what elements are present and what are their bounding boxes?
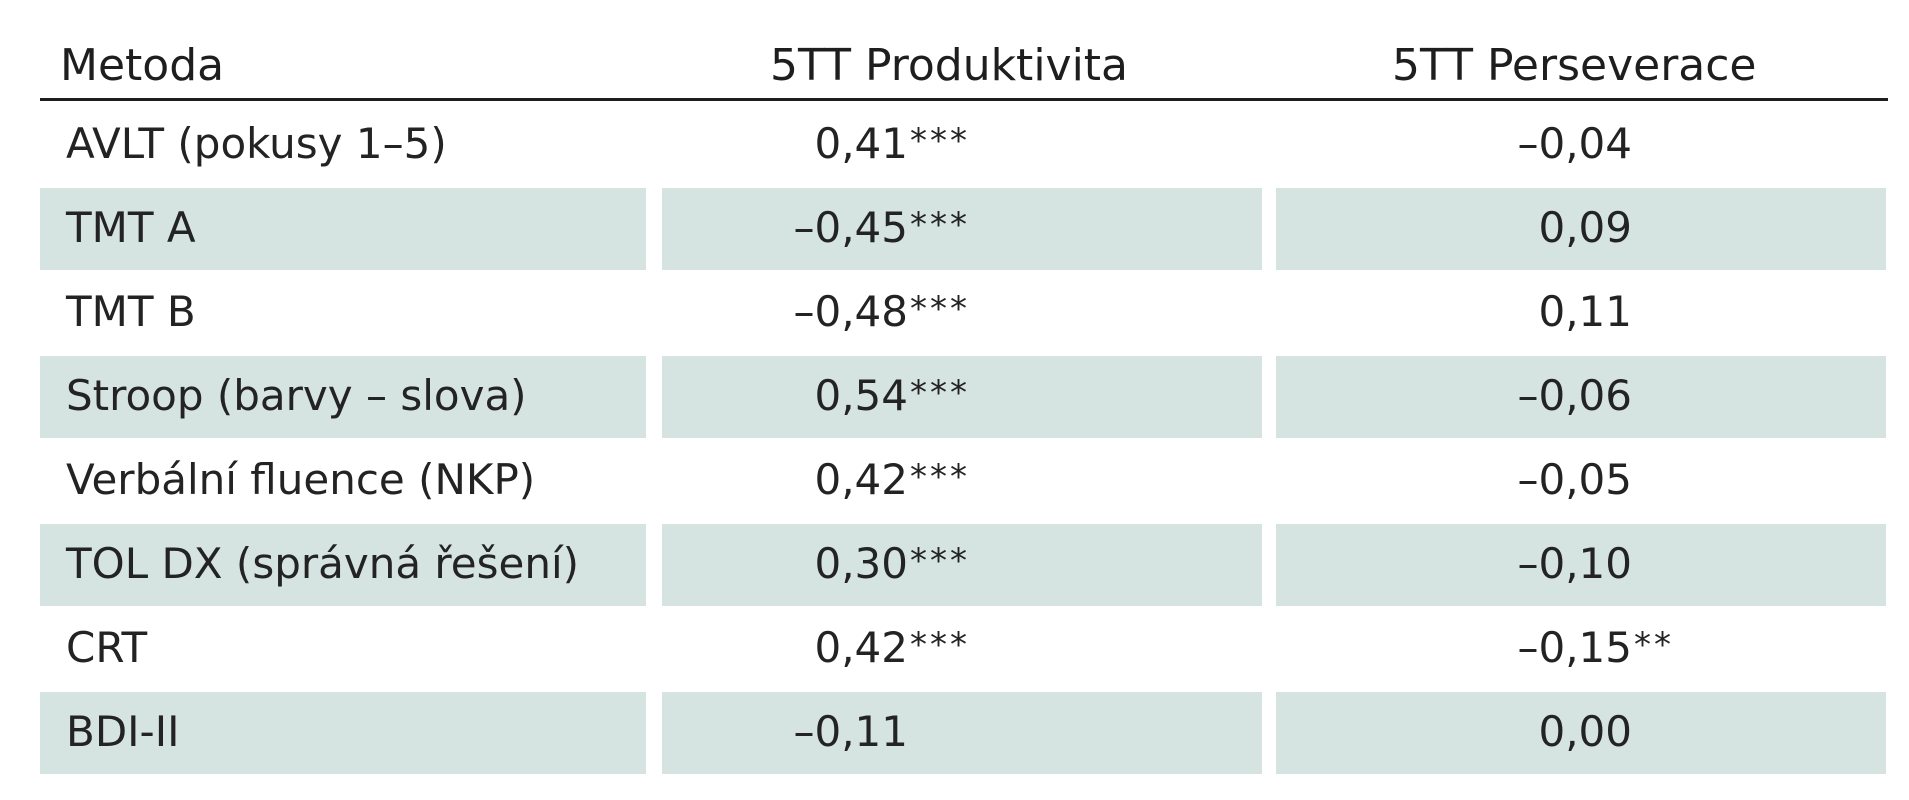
productivity-cell: 0,42*** [662,440,1262,522]
method-label: TMT B [66,287,196,336]
productivity-cell: –0,11 [662,692,1262,774]
productivity-cell: –0,45*** [662,188,1262,270]
header-method: Metoda [60,40,225,91]
productivity-value: 0,42 [814,623,908,672]
significance-stars: *** [910,541,970,581]
productivity-cell: –0,48*** [662,272,1262,354]
perseveration-value: –0,05 [1517,455,1632,504]
header-productivity: 5TT Produktivita [770,40,1129,91]
method-cell: TMT A [40,188,646,270]
perseveration-cell: –0,15** [1276,608,1886,690]
header-perseveration: 5TT Perseverace [1392,40,1757,91]
method-cell: CRT [40,608,646,690]
productivity-value: –0,48 [793,287,908,336]
perseveration-value: 0,00 [1538,707,1632,756]
table-header: Metoda 5TT Produktivita 5TT Perseverace [0,0,1909,101]
method-cell: TOL DX (správná řešení) [40,524,646,606]
table-row: TMT B –0,48*** 0,11 [0,272,1909,354]
significance-stars: *** [910,625,970,665]
perseveration-cell: 0,09 [1276,188,1886,270]
method-cell: Stroop (barvy – slova) [40,356,646,438]
perseveration-cell: –0,04 [1276,104,1886,186]
table-row: Verbální fluence (NKP) 0,42*** –0,05 [0,440,1909,522]
productivity-cell: 0,41*** [662,104,1262,186]
perseveration-value: –0,10 [1517,539,1632,588]
method-cell: BDI-II [40,692,646,774]
significance-stars: *** [910,457,970,497]
method-cell: TMT B [40,272,646,354]
productivity-value: –0,11 [793,707,908,756]
method-cell: AVLT (pokusy 1–5) [40,104,646,186]
significance-stars: *** [910,289,970,329]
method-label: CRT [66,623,148,672]
method-cell: Verbální fluence (NKP) [40,440,646,522]
productivity-value: 0,41 [814,119,908,168]
productivity-value: 0,30 [814,539,908,588]
perseveration-value: 0,11 [1538,287,1632,336]
significance-stars: *** [910,121,970,161]
method-label: TOL DX (správná řešení) [66,539,580,588]
perseveration-cell: –0,10 [1276,524,1886,606]
method-label: Stroop (barvy – slova) [66,371,527,420]
table-row: TOL DX (správná řešení) 0,30*** –0,10 [0,524,1909,606]
perseveration-value: –0,04 [1517,119,1632,168]
method-label: TMT A [66,203,196,252]
perseveration-cell: –0,06 [1276,356,1886,438]
significance-stars: *** [910,373,970,413]
productivity-value: 0,54 [814,371,908,420]
productivity-cell: 0,30*** [662,524,1262,606]
perseveration-value: –0,15 [1517,623,1632,672]
method-label: Verbální fluence (NKP) [66,455,536,504]
perseveration-cell: –0,05 [1276,440,1886,522]
significance-stars: ** [1634,625,1674,665]
table-row: TMT A –0,45*** 0,09 [0,188,1909,270]
productivity-value: 0,42 [814,455,908,504]
method-label: BDI-II [66,707,180,756]
perseveration-cell: 0,00 [1276,692,1886,774]
table-row: AVLT (pokusy 1–5) 0,41*** –0,04 [0,104,1909,186]
header-rule [40,98,1888,101]
perseveration-value: 0,09 [1538,203,1632,252]
perseveration-cell: 0,11 [1276,272,1886,354]
perseveration-value: –0,06 [1517,371,1632,420]
method-label: AVLT (pokusy 1–5) [66,119,447,168]
table-row: CRT 0,42*** –0,15** [0,608,1909,690]
significance-stars: *** [910,205,970,245]
table-row: Stroop (barvy – slova) 0,54*** –0,06 [0,356,1909,438]
productivity-cell: 0,54*** [662,356,1262,438]
productivity-cell: 0,42*** [662,608,1262,690]
table-row: BDI-II –0,11 0,00 [0,692,1909,774]
productivity-value: –0,45 [793,203,908,252]
